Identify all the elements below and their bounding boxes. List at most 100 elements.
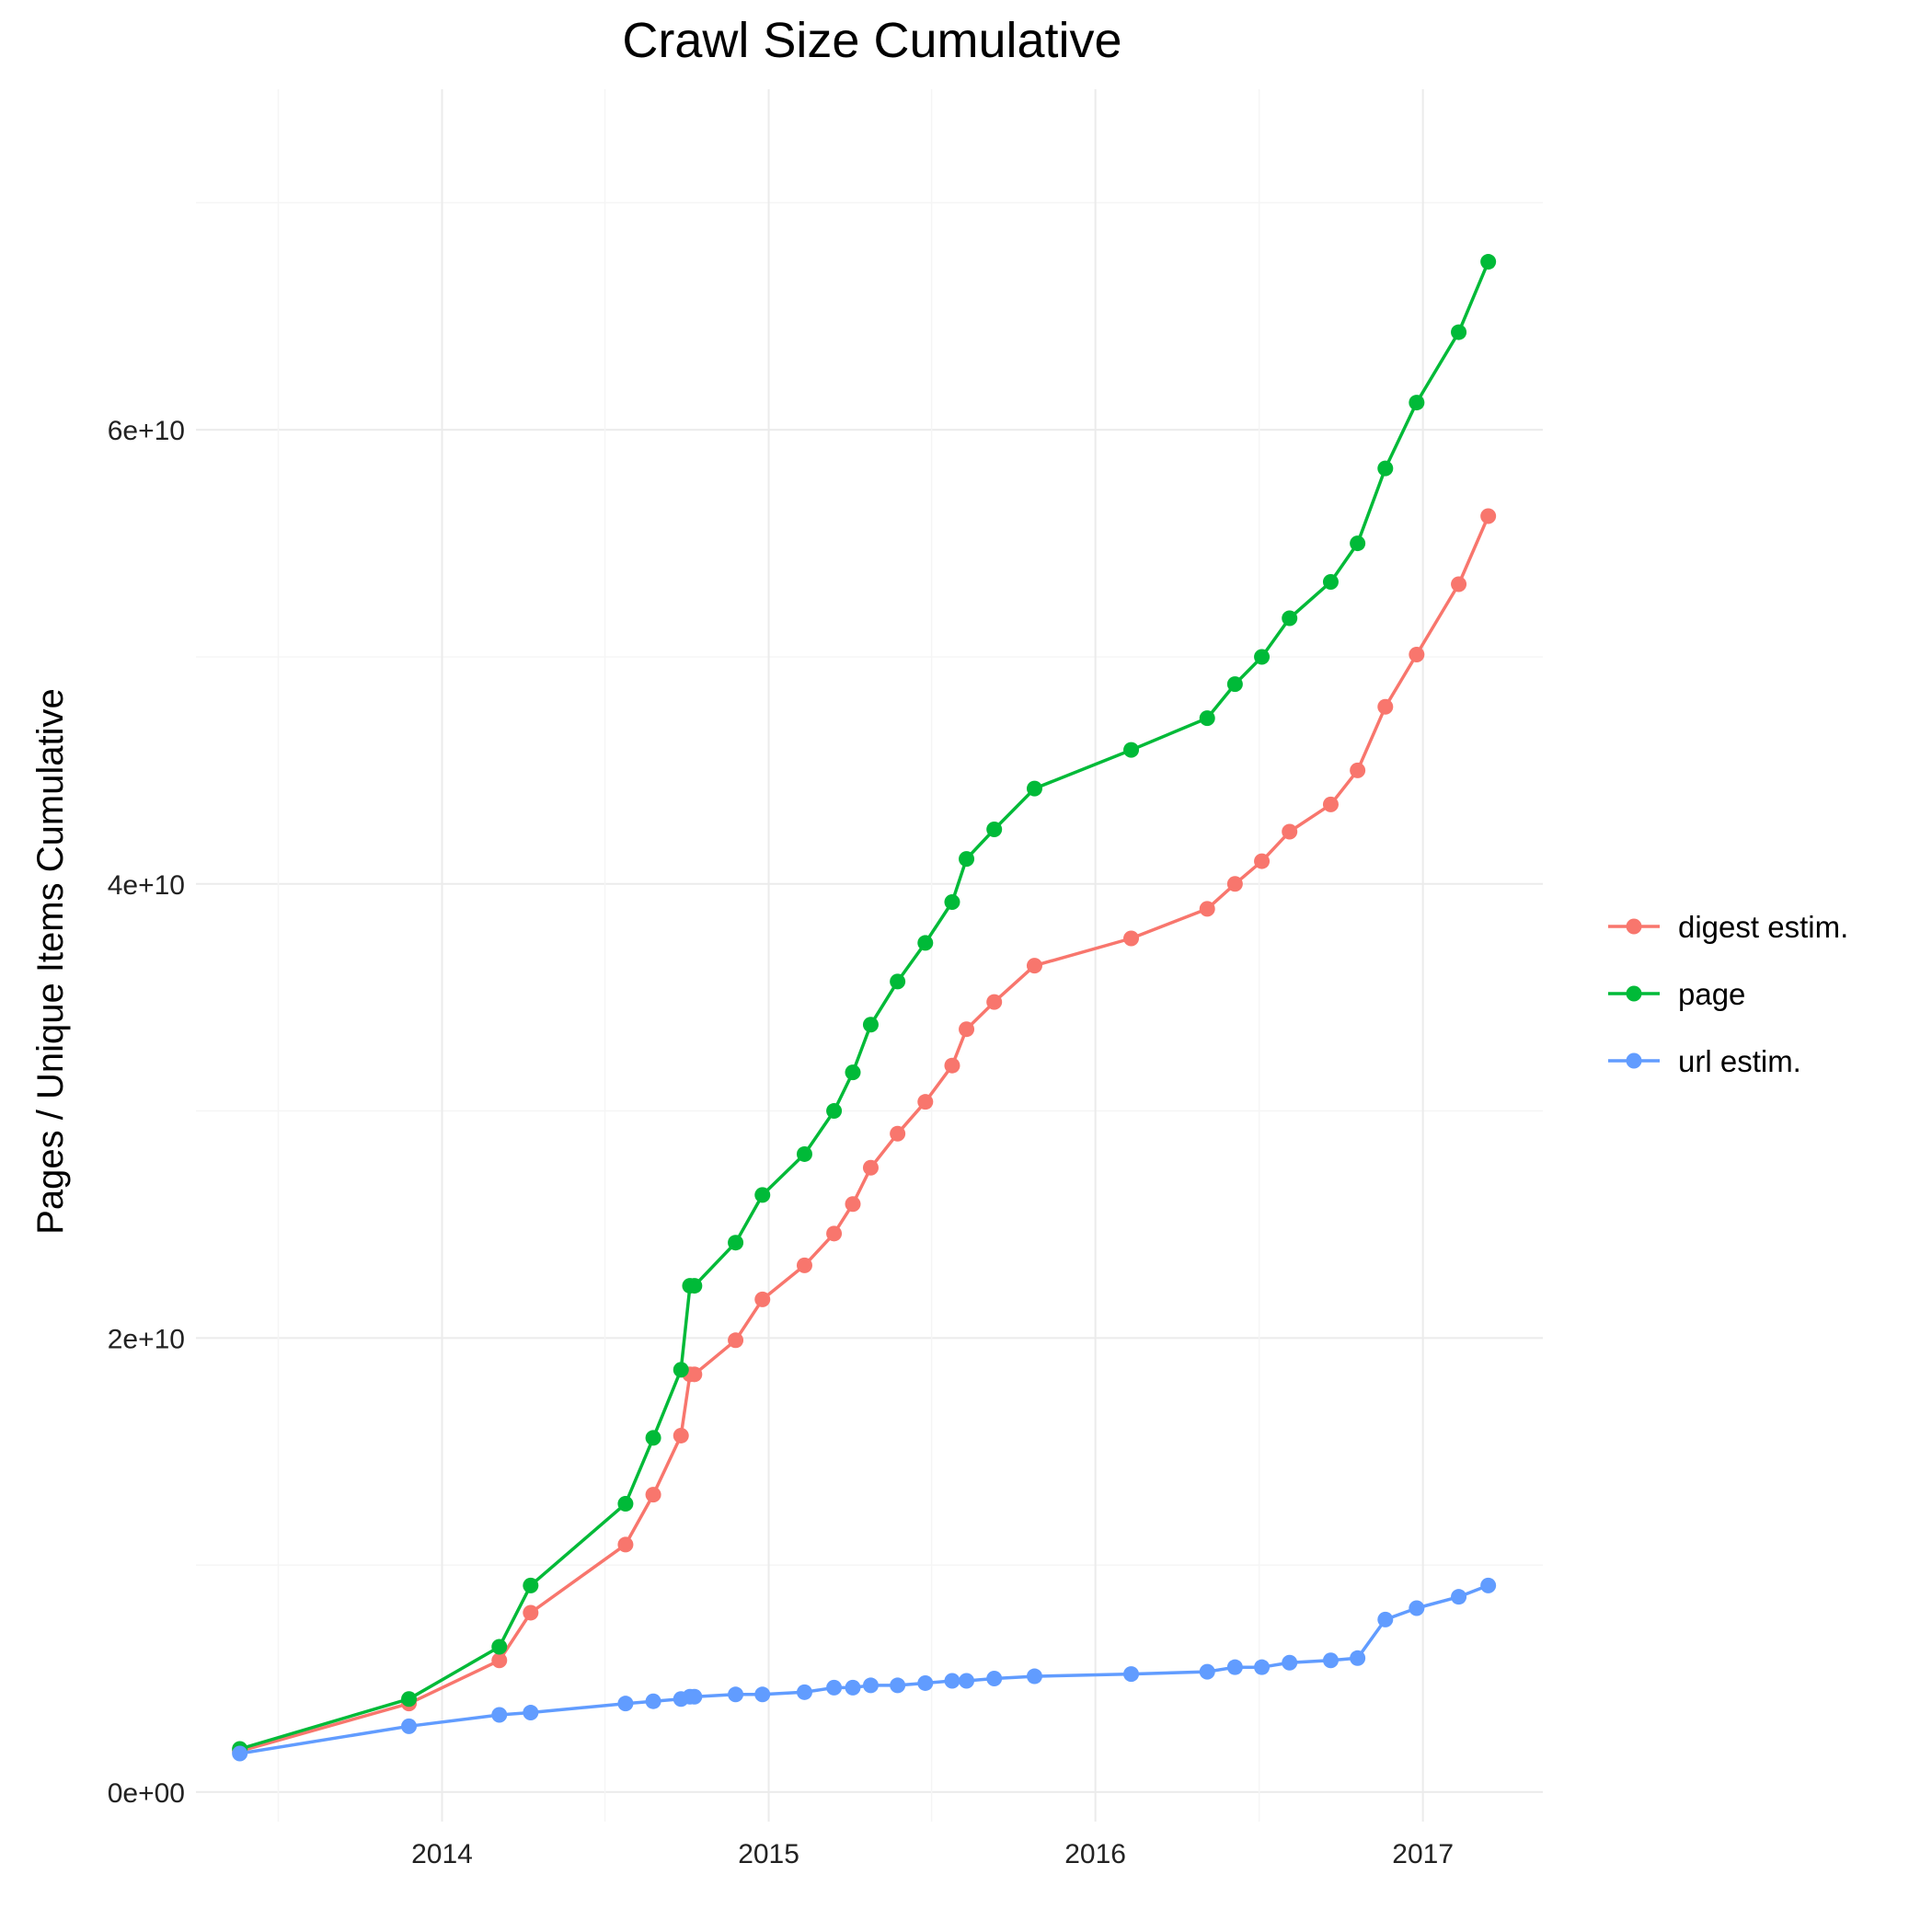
data-point: [754, 1686, 771, 1703]
data-point: [1377, 460, 1394, 477]
data-point: [959, 1673, 975, 1689]
series-line: [239, 515, 1490, 1754]
data-point: [1226, 676, 1243, 693]
data-point: [617, 1696, 634, 1712]
y-axis-ticks: 0e+00 2e+10 4e+10 6e+10: [108, 416, 185, 1809]
data-point: [944, 1057, 960, 1074]
data-point: [826, 1225, 843, 1242]
data-point: [1451, 324, 1467, 340]
x-tick-label: 2015: [738, 1839, 799, 1869]
data-point: [1480, 508, 1497, 524]
data-point: [491, 1652, 508, 1669]
data-point: [1350, 762, 1366, 778]
data-point: [401, 1718, 418, 1734]
data-point: [917, 935, 934, 951]
data-point: [754, 1187, 771, 1203]
data-point: [986, 994, 1003, 1010]
data-point: [1409, 395, 1425, 411]
data-point: [845, 1196, 861, 1213]
legend-item: url estim.: [1608, 1044, 1801, 1078]
data-point: [959, 1021, 975, 1038]
x-axis-ticks: 2014 2015 2016 2017: [411, 1839, 1454, 1869]
data-point: [1199, 901, 1215, 917]
data-point: [728, 1686, 744, 1703]
data-point: [1409, 1600, 1425, 1616]
data-point: [1282, 610, 1298, 627]
data-point: [890, 1677, 906, 1694]
data-point: [728, 1332, 744, 1349]
y-tick-label: 6e+10: [108, 416, 185, 446]
series-line: [239, 260, 1490, 1751]
series-page: [232, 254, 1497, 1757]
data-point: [645, 1487, 661, 1503]
data-point: [645, 1693, 661, 1709]
y-axis-title: Pages / Unique Items Cumulative: [30, 688, 71, 1235]
data-point: [1451, 576, 1467, 592]
legend-label: digest estim.: [1678, 910, 1848, 944]
data-point: [1226, 876, 1243, 892]
plot-grid: [196, 89, 1543, 1822]
y-tick-label: 2e+10: [108, 1324, 185, 1354]
data-point: [1480, 1577, 1497, 1593]
legend-label: url estim.: [1678, 1044, 1801, 1078]
data-point: [826, 1103, 843, 1120]
data-point: [1322, 796, 1339, 812]
data-point: [890, 973, 906, 990]
data-point: [491, 1707, 508, 1723]
data-point: [617, 1536, 634, 1553]
legend-key-point: [1626, 918, 1642, 935]
data-point: [1377, 1611, 1394, 1627]
data-point: [1199, 1663, 1215, 1680]
data-point: [1451, 1589, 1467, 1605]
data-point: [1123, 1666, 1140, 1683]
data-point: [826, 1679, 843, 1696]
data-point: [523, 1577, 539, 1593]
y-tick-label: 0e+00: [108, 1778, 185, 1809]
data-point: [1026, 1668, 1042, 1685]
data-point: [959, 851, 975, 868]
data-point: [1254, 853, 1271, 869]
data-point: [1282, 823, 1298, 840]
x-tick-label: 2016: [1064, 1839, 1126, 1869]
data-point: [796, 1684, 812, 1700]
data-point: [686, 1366, 703, 1383]
data-point: [796, 1257, 812, 1273]
y-tick-label: 4e+10: [108, 870, 185, 901]
data-point: [1350, 1650, 1366, 1666]
series-layer: [232, 254, 1497, 1762]
data-point: [673, 1427, 689, 1443]
x-tick-label: 2014: [411, 1839, 473, 1869]
data-point: [754, 1291, 771, 1307]
legend-item: digest estim.: [1608, 910, 1848, 944]
data-point: [1226, 1659, 1243, 1675]
data-point: [1377, 698, 1394, 715]
x-tick-label: 2017: [1392, 1839, 1454, 1869]
data-point: [1322, 1652, 1339, 1669]
legend: digest estim. page url estim.: [1608, 910, 1848, 1078]
data-point: [617, 1495, 634, 1512]
data-point: [944, 894, 960, 911]
data-point: [645, 1430, 661, 1446]
data-point: [686, 1688, 703, 1705]
data-point: [986, 822, 1003, 838]
legend-key-point: [1626, 1052, 1642, 1069]
data-point: [1026, 958, 1042, 974]
data-point: [401, 1691, 418, 1708]
data-point: [796, 1145, 812, 1162]
data-point: [862, 1017, 879, 1033]
legend-item: page: [1608, 977, 1745, 1011]
data-point: [1282, 1654, 1298, 1671]
data-point: [232, 1745, 248, 1762]
data-point: [944, 1673, 960, 1689]
data-point: [1199, 710, 1215, 727]
data-point: [1409, 647, 1425, 663]
data-point: [491, 1639, 508, 1655]
data-point: [1254, 649, 1271, 665]
chart-title: Crawl Size Cumulative: [622, 13, 1121, 68]
data-point: [686, 1278, 703, 1294]
data-point: [523, 1604, 539, 1621]
data-point: [673, 1362, 689, 1378]
data-point: [845, 1064, 861, 1081]
legend-label: page: [1678, 977, 1745, 1011]
